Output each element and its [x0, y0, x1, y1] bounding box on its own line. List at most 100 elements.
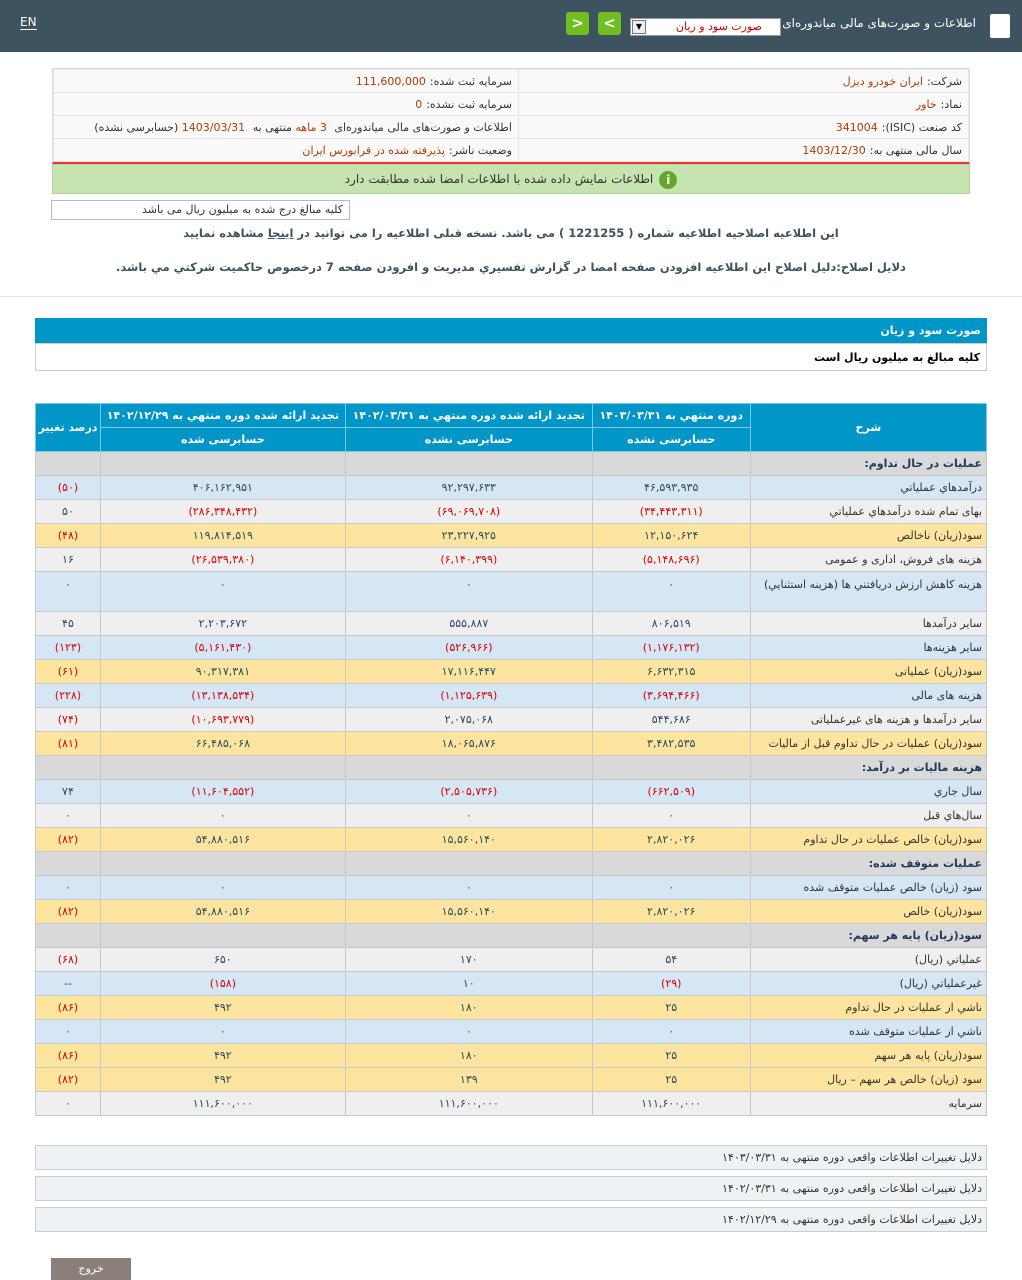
table-row: سود(زيان) پايه هر سهم ۲۵ ۱۸۰ ۴۹۲ (۸۶) — [35, 1043, 988, 1068]
exit-button[interactable]: خروج — [51, 1258, 131, 1280]
table-row: ساير درآمدها ۸۰۶,۵۱۹ ۵۵۵,۸۸۷ ۲,۲۰۳,۶۷۲ ۴۵ — [35, 611, 988, 636]
value-cell: ۴۰۶,۱۶۲,۹۵۱ — [99, 475, 346, 500]
symbol-link[interactable]: خاور — [915, 97, 937, 111]
value-cell: ۱۱۱,۶۰۰,۰۰۰ — [344, 1091, 593, 1116]
table-row: سود(زيان) خالص ۲,۸۲۰,۰۲۶ ۱۵,۵۶۰,۱۴۰ ۵۴,۸۸۰,… — [35, 899, 988, 924]
change-percent — [35, 755, 101, 780]
report-type-select[interactable]: صورت سود و زیان ▼ — [630, 18, 781, 36]
next-button[interactable]: > — [598, 12, 621, 35]
value-cell: ۵۴۴,۶۸۶ — [591, 707, 751, 732]
company-link[interactable]: ایران خودرو دیزل — [842, 74, 923, 88]
row-label: سال جاري — [749, 779, 988, 804]
value-cell: (۱,۱۲۵,۶۳۹) — [344, 683, 593, 708]
change-percent: (۴۸) — [35, 523, 101, 548]
value-cell: ۱۷,۱۱۶,۴۴۷ — [344, 659, 593, 684]
section-row: عملیات در حال تداوم: — [35, 451, 988, 476]
table-row: سود(زيان) عمليات در حال تداوم قبل از مال… — [35, 731, 988, 756]
period-cell: اطلاعات و صورت‌های مالی میاندوره‌ای 3 ما… — [53, 115, 519, 139]
value-cell: ۱۵,۵۶۰,۱۴۰ — [344, 899, 593, 924]
correction-reason: دلایل اصلاح:دلیل اصلاح این اطلاعیه افزود… — [116, 260, 906, 274]
change-percent: (۶۱) — [35, 659, 101, 684]
verified-banner: iاطلاعات نمایش داده شده با اطلاعات امضا … — [52, 164, 970, 194]
company-info: شرکت:ایران خودرو دیزل سرمایه ثبت شده:111… — [52, 68, 970, 165]
company-cell: شرکت:ایران خودرو دیزل — [518, 69, 969, 93]
table-row: ناشي از عمليات متوقف شده ۰ ۰ ۰ ۰ — [35, 1019, 988, 1044]
value-cell: ۰ — [99, 571, 346, 612]
unit-note: کلیه مبالغ درج شده به میلیون ریال می باش… — [51, 200, 350, 220]
info-icon: i — [659, 170, 678, 189]
row-label: عملیات متوقف شده: — [749, 851, 988, 876]
col-period-3: تجدید ارائه شده دوره منتهي به ۱۴۰۲/۱۲/۲۹ — [99, 403, 346, 428]
table-row: هزینه کاهش ارزش دریافتني ها (هزینه استثن… — [35, 571, 988, 612]
value-cell — [591, 755, 751, 780]
table-row: عملیاتي (ريال) ۵۴ ۱۷۰ ۶۵۰ (۶۸) — [35, 947, 988, 972]
value-cell: (۲۶,۵۳۹,۳۸۰) — [99, 547, 346, 572]
row-label: سود(زيان) ناخالص — [749, 523, 988, 548]
value-cell: ۲۵ — [591, 1067, 751, 1092]
value-cell — [99, 755, 346, 780]
audit-status-1: حسابرسی نشده — [591, 427, 751, 452]
value-cell: (۲۹) — [591, 971, 751, 996]
value-cell: ۰ — [591, 875, 751, 900]
value-cell: ۰ — [99, 1019, 346, 1044]
symbol-cell: نماد:خاور — [518, 92, 969, 116]
table-row: سرمایه ۱۱۱,۶۰۰,۰۰۰ ۱۱۱,۶۰۰,۰۰۰ ۱۱۱,۶۰۰,۰۰۰ ۰ — [35, 1091, 988, 1116]
row-label: سود(زيان) عمليات در حال تداوم قبل از مال… — [749, 731, 988, 756]
value-cell: ۶,۶۳۲,۳۱۵ — [591, 659, 751, 684]
report-select-value: صورت سود و زیان — [675, 20, 762, 33]
row-label: سود(زيان) عملياتى — [749, 659, 988, 684]
row-label: هزينه هاى فروش، ادارى و عمومى — [749, 547, 988, 572]
change-percent: (۵۰) — [35, 475, 101, 500]
row-label: هزینه مالیات بر درآمد: — [749, 755, 988, 780]
change-reason-1[interactable]: دلایل تغییرات اطلاعات واقعی دوره منتهی ب… — [35, 1145, 987, 1170]
value-cell: (۱۵۸) — [99, 971, 346, 996]
row-label: بهاى تمام شده درآمدهاي عملياتي — [749, 499, 988, 524]
previous-version-link[interactable]: اینجا — [267, 226, 294, 240]
value-cell: ۲,۲۰۳,۶۷۲ — [99, 611, 346, 636]
audit-status-2: حسابرسی نشده — [344, 427, 593, 452]
isic-cell: کد صنعت (ISIC):341004 — [518, 115, 969, 139]
change-percent: (۸۲) — [35, 1067, 101, 1092]
value-cell: ۰ — [591, 803, 751, 828]
row-label: سرمایه — [749, 1091, 988, 1116]
table-row: سود(زيان) عملياتى ۶,۶۳۲,۳۱۵ ۱۷,۱۱۶,۴۴۷ ۹۰,۳… — [35, 659, 988, 684]
row-label: ناشي از عمليات در حال تداوم — [749, 995, 988, 1020]
value-cell — [99, 923, 346, 948]
value-cell: (۱۱,۶۰۴,۵۵۲) — [99, 779, 346, 804]
value-cell — [344, 755, 593, 780]
row-label: سایر هزینه‌ها — [749, 635, 988, 660]
language-switch[interactable]: EN — [20, 15, 37, 30]
value-cell: ۱۲,۱۵۰,۶۲۴ — [591, 523, 751, 548]
value-cell — [344, 451, 593, 476]
value-cell: ۰ — [344, 803, 593, 828]
change-percent: ۰ — [35, 875, 101, 900]
table-row: ناشي از عمليات در حال تداوم ۲۵ ۱۸۰ ۴۹۲ (۸۶) — [35, 995, 988, 1020]
change-reason-3[interactable]: دلایل تغییرات اطلاعات واقعی دوره منتهی ب… — [35, 1207, 987, 1232]
row-label: سود(زيان) خالص عمليات در حال تداوم — [749, 827, 988, 852]
income-statement-table: شرح دوره منتهي به ۱۴۰۳/۰۳/۳۱ تجدید ارائه… — [35, 403, 988, 1116]
table-row: سود(زيان) ناخالص ۱۲,۱۵۰,۶۲۴ ۲۳,۲۲۷,۹۲۵ ۱۱۹,… — [35, 523, 988, 548]
change-percent: ۰ — [35, 1019, 101, 1044]
table-row: سود(زيان) خالص عمليات در حال تداوم ۲,۸۲۰,… — [35, 827, 988, 852]
row-label: سال‌هاي قبل — [749, 803, 988, 828]
value-cell: (۶۹,۰۶۹,۷۰۸) — [344, 499, 593, 524]
value-cell: ۱۷۰ — [344, 947, 593, 972]
value-cell: ۶۵۰ — [99, 947, 346, 972]
change-reason-2[interactable]: دلایل تغییرات اطلاعات واقعی دوره منتهی ب… — [35, 1176, 987, 1201]
row-label: هزینه کاهش ارزش دریافتني ها (هزینه استثن… — [749, 571, 988, 612]
dropdown-arrow-icon: ▼ — [632, 20, 646, 34]
section-title: صورت سود و زیان — [35, 318, 987, 343]
value-cell: ۹۲,۲۹۷,۶۳۳ — [344, 475, 593, 500]
value-cell: ۱۱۱,۶۰۰,۰۰۰ — [99, 1091, 346, 1116]
table-row: سایر هزینه‌ها (۱,۱۷۶,۱۳۲) (۵۲۶,۹۶۶) (۵,۱۶۱,… — [35, 635, 988, 660]
change-percent: (۱۲۳) — [35, 635, 101, 660]
value-cell: ۰ — [344, 1019, 593, 1044]
col-change: درصد تغییر — [35, 403, 101, 452]
change-percent: ۴۵ — [35, 611, 101, 636]
value-cell: (۳۴,۴۴۳,۳۱۱) — [591, 499, 751, 524]
capital-cell: سرمایه ثبت شده:111,600,000 — [53, 69, 519, 93]
prev-button[interactable]: < — [566, 12, 589, 35]
row-label: ناشي از عمليات متوقف شده — [749, 1019, 988, 1044]
table-row: بهاى تمام شده درآمدهاي عملياتي (۳۴,۴۴۳,۳۱… — [35, 499, 988, 524]
row-label: عملیات در حال تداوم: — [749, 451, 988, 476]
